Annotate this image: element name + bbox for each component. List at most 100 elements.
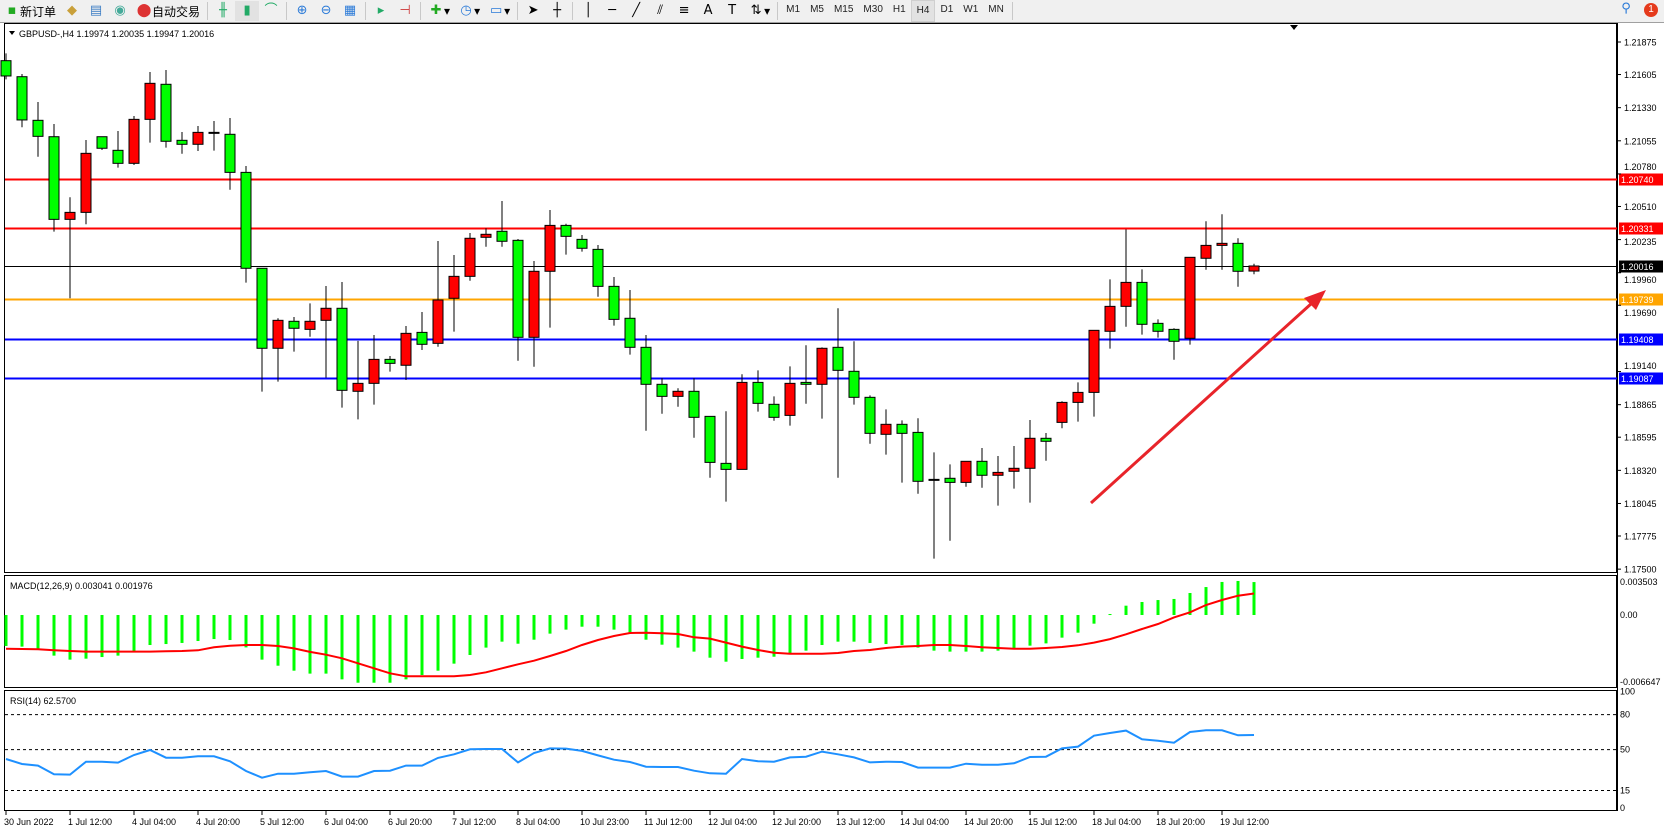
- auto-trading-button[interactable]: ⬤ 自动交易: [132, 1, 204, 21]
- candle[interactable]: [1024, 419, 1036, 503]
- candle[interactable]: [208, 121, 220, 151]
- candle[interactable]: [896, 420, 908, 483]
- candle[interactable]: [832, 308, 844, 478]
- timeframe-m5[interactable]: M5: [810, 4, 824, 15]
- candle[interactable]: [32, 102, 44, 157]
- text-label-button[interactable]: T: [720, 1, 744, 21]
- candle[interactable]: [1120, 229, 1132, 327]
- candle[interactable]: [512, 239, 524, 361]
- timeframe-d1[interactable]: D1: [940, 4, 954, 15]
- candle[interactable]: [1216, 214, 1228, 270]
- candle[interactable]: [944, 464, 956, 541]
- chart-shift-button[interactable]: ⊣: [393, 1, 417, 21]
- candle[interactable]: [928, 452, 940, 559]
- new-order-button[interactable]: ▪ 新订单: [0, 1, 60, 21]
- candle[interactable]: [112, 131, 124, 168]
- notification-button[interactable]: 1: [1644, 1, 1658, 17]
- candle[interactable]: [1184, 256, 1196, 345]
- line-chart-button[interactable]: ⌒: [259, 1, 283, 21]
- trend-arrow[interactable]: [1089, 290, 1326, 505]
- candle[interactable]: [416, 312, 428, 350]
- candle[interactable]: [912, 418, 924, 494]
- candle[interactable]: [1232, 238, 1244, 287]
- candle[interactable]: [560, 223, 572, 255]
- candle[interactable]: [640, 335, 652, 431]
- candle[interactable]: [576, 235, 588, 252]
- candle[interactable]: [336, 282, 348, 408]
- bar-chart-button[interactable]: ╫: [211, 1, 235, 21]
- rsi-panel[interactable]: [4, 690, 1617, 811]
- equidistant-channel-button[interactable]: ⫽: [648, 1, 672, 21]
- candle[interactable]: [544, 209, 556, 328]
- candle[interactable]: [1056, 401, 1068, 429]
- candle[interactable]: [80, 139, 92, 225]
- candle[interactable]: [848, 341, 860, 405]
- vertical-line-button[interactable]: │: [576, 1, 600, 21]
- candle[interactable]: [768, 396, 780, 421]
- candle[interactable]: [0, 53, 12, 80]
- zoom-out-button[interactable]: ⊖: [314, 1, 338, 21]
- candle[interactable]: [480, 228, 492, 247]
- candle[interactable]: [240, 165, 252, 283]
- candle[interactable]: [784, 366, 796, 426]
- candle[interactable]: [48, 124, 60, 232]
- candle[interactable]: [688, 378, 700, 438]
- candle[interactable]: [992, 456, 1004, 506]
- candle[interactable]: [176, 132, 188, 154]
- signals-button[interactable]: ◉: [108, 1, 132, 21]
- candlestick-button[interactable]: ▮: [235, 1, 260, 21]
- chart-shift-marker-icon[interactable]: [1290, 25, 1298, 30]
- candle[interactable]: [1168, 328, 1180, 360]
- candle[interactable]: [656, 378, 668, 414]
- candle[interactable]: [1072, 382, 1084, 422]
- candle[interactable]: [736, 374, 748, 470]
- timeframe-m30[interactable]: M30: [863, 4, 883, 15]
- candle[interactable]: [128, 115, 140, 166]
- timeframe-m15[interactable]: M15: [833, 4, 854, 15]
- text-button[interactable]: A: [696, 1, 720, 21]
- candle[interactable]: [592, 245, 604, 297]
- candle[interactable]: [960, 460, 972, 487]
- candle[interactable]: [64, 197, 76, 299]
- candle[interactable]: [704, 415, 716, 478]
- candle[interactable]: [976, 448, 988, 488]
- collapse-triangle-icon[interactable]: [9, 31, 15, 35]
- candle[interactable]: [496, 201, 508, 247]
- candle[interactable]: [1088, 329, 1100, 417]
- tile-windows-button[interactable]: ▦: [338, 1, 362, 21]
- candle[interactable]: [16, 74, 28, 128]
- candle[interactable]: [448, 255, 460, 332]
- candle[interactable]: [256, 267, 268, 392]
- candle[interactable]: [368, 335, 380, 405]
- market-watch-button[interactable]: ▤: [84, 1, 108, 21]
- trendline-button[interactable]: ╱: [624, 1, 648, 21]
- candle[interactable]: [672, 388, 684, 407]
- candle[interactable]: [720, 411, 732, 502]
- candle[interactable]: [1104, 279, 1116, 349]
- candle[interactable]: [224, 118, 236, 190]
- candle[interactable]: [608, 276, 620, 326]
- autoscroll-button[interactable]: ▸: [369, 1, 393, 21]
- candle[interactable]: [1008, 446, 1020, 489]
- timeframe-h4[interactable]: H4: [910, 0, 936, 22]
- candle[interactable]: [1040, 432, 1052, 461]
- timeframe-h1[interactable]: H1: [892, 4, 906, 15]
- candle[interactable]: [144, 72, 156, 143]
- periods-button[interactable]: ◷ ▾: [454, 1, 484, 21]
- candle[interactable]: [752, 370, 764, 412]
- crosshair-button[interactable]: ┼: [545, 1, 569, 21]
- candle[interactable]: [1136, 269, 1148, 335]
- candle[interactable]: [384, 355, 396, 372]
- candle[interactable]: [864, 395, 876, 444]
- cursor-button[interactable]: ➤: [521, 1, 545, 21]
- templates-button[interactable]: ▭ ▾: [489, 3, 511, 18]
- candle[interactable]: [96, 136, 108, 150]
- candle[interactable]: [800, 345, 812, 404]
- candle[interactable]: [1152, 319, 1164, 338]
- candle[interactable]: [352, 340, 364, 420]
- candle[interactable]: [160, 69, 172, 148]
- candle[interactable]: [880, 409, 892, 455]
- candle[interactable]: [464, 232, 476, 281]
- candle[interactable]: [1200, 221, 1212, 270]
